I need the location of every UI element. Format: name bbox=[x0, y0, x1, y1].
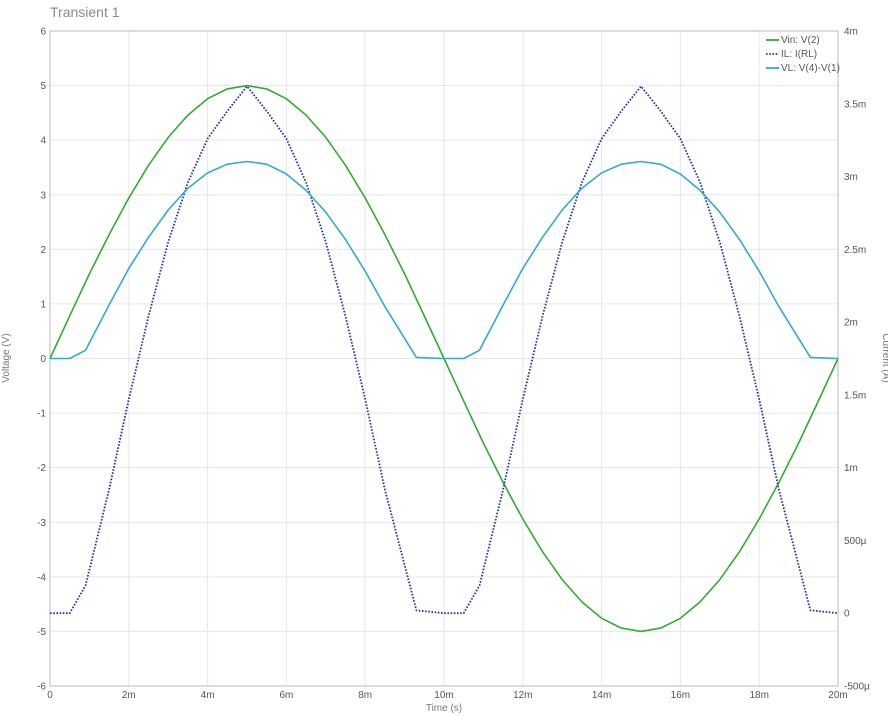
y-left-tick-label: 3 bbox=[40, 190, 46, 201]
y-right-tick-label: 3m bbox=[844, 172, 858, 183]
x-tick-label: 16m bbox=[671, 690, 690, 701]
y-left-tick-label: -1 bbox=[37, 409, 46, 420]
axes: 0 2m 4m 6m 8m 10m 12m 14m 16m 18m 20m-6-5-4-3-2-10… bbox=[37, 27, 870, 702]
legend-label: VL: V(4)-V(1) bbox=[781, 63, 840, 74]
chart-title: Transient 1 bbox=[50, 4, 120, 20]
y-right-tick-label: 500µ bbox=[844, 536, 867, 547]
y-left-tick-label: -4 bbox=[37, 572, 46, 583]
x-tick-label: 18m bbox=[749, 690, 768, 701]
y-right-tick-label: 2.5m bbox=[844, 245, 866, 256]
y-left-tick-label: 1 bbox=[40, 299, 46, 310]
legend: Vin: V(2) IL: I(RL) VL: V(4)-V(1) bbox=[766, 35, 840, 74]
x-tick-label: 0 bbox=[47, 690, 53, 701]
y-left-tick-label: -6 bbox=[37, 682, 46, 693]
x-tick-label: 12m bbox=[513, 690, 532, 701]
y-axis-label-left: Voltage (V) bbox=[1, 333, 12, 382]
y-left-tick-label: -5 bbox=[37, 627, 46, 638]
y-right-tick-label: 1m bbox=[844, 463, 858, 474]
y-right-tick-label: 1.5m bbox=[844, 390, 866, 401]
x-tick-label: 2m bbox=[122, 690, 136, 701]
y-left-tick-label: 2 bbox=[40, 245, 46, 256]
y-axis-label-right: Current (A) bbox=[880, 333, 888, 382]
x-tick-label: 10m bbox=[434, 690, 453, 701]
x-tick-label: 20m bbox=[828, 690, 847, 701]
y-right-tick-label: 4m bbox=[844, 27, 858, 38]
y-left-tick-label: 4 bbox=[40, 136, 46, 147]
y-right-tick-label: 3.5m bbox=[844, 99, 866, 110]
legend-label: Vin: V(2) bbox=[781, 35, 820, 46]
y-left-tick-label: -3 bbox=[37, 518, 46, 529]
y-right-tick-label: -500µ bbox=[844, 682, 870, 693]
y-left-tick-label: 6 bbox=[40, 27, 46, 38]
x-tick-label: 6m bbox=[279, 690, 293, 701]
x-tick-label: 8m bbox=[358, 690, 372, 701]
legend-label: IL: I(RL) bbox=[781, 49, 817, 60]
y-left-tick-label: 0 bbox=[40, 354, 46, 365]
series-line-2 bbox=[50, 160, 839, 360]
plot-series bbox=[49, 84, 839, 633]
x-axis-label: Time (s) bbox=[426, 703, 462, 714]
y-right-tick-label: 0 bbox=[844, 609, 850, 620]
y-right-tick-label: 2m bbox=[844, 318, 858, 329]
x-tick-label: 14m bbox=[592, 690, 611, 701]
series-line-1 bbox=[50, 85, 839, 615]
x-tick-label: 4m bbox=[201, 690, 215, 701]
y-left-tick-label: -2 bbox=[37, 463, 46, 474]
y-left-tick-label: 5 bbox=[40, 81, 46, 92]
